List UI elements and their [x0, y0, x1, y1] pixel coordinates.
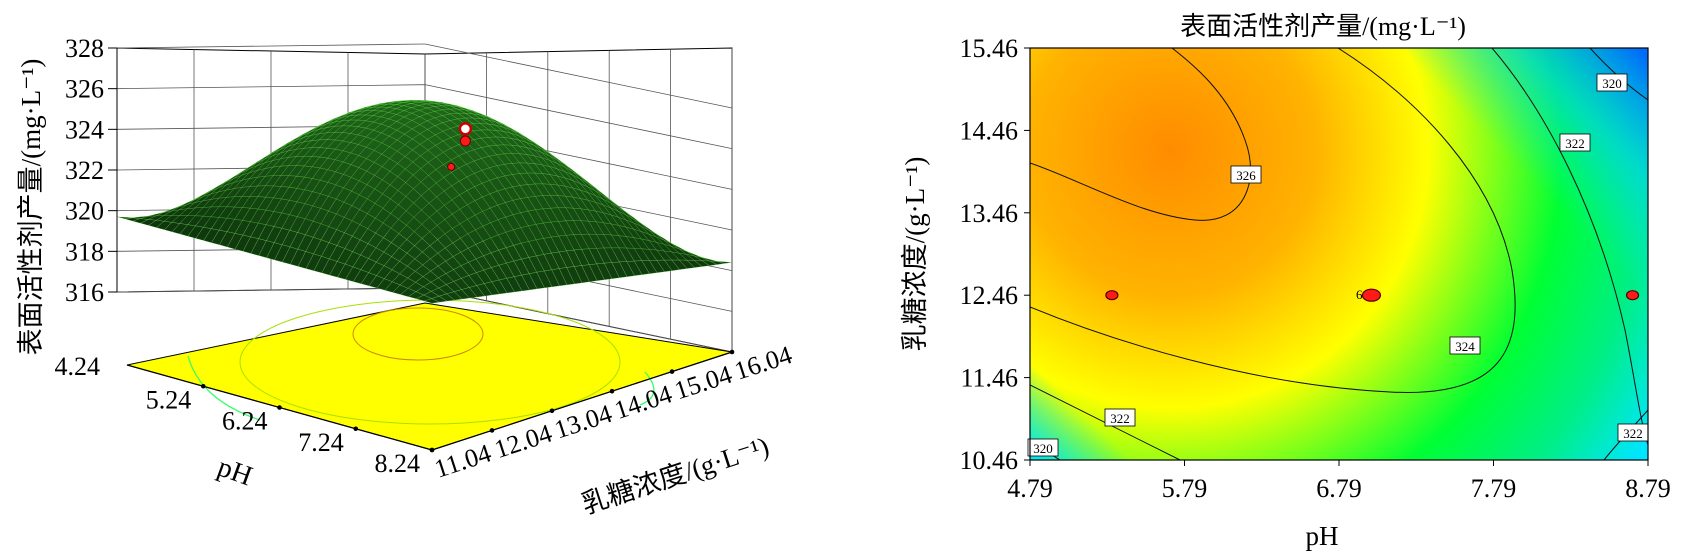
contour-y-tick-label: 15.46 — [960, 34, 1019, 63]
contour-y-tick-label: 13.46 — [960, 199, 1019, 228]
contour-point-label: 6 — [1356, 287, 1363, 302]
contour-x-tick-label: 8.79 — [1625, 474, 1671, 503]
lactose-tick-dot — [549, 408, 555, 414]
floor-contour-inner — [352, 307, 484, 361]
contour-label-box — [1027, 438, 1059, 457]
contour-x-tick-label: 7.79 — [1471, 474, 1517, 503]
surface-mesh — [116, 99, 733, 304]
z-tick-label: 320 — [65, 197, 104, 226]
lactose-axis-line — [431, 351, 733, 451]
ph-axis-ticks: 4.24 5.24 6.24 7.24 8.24 — [55, 352, 435, 478]
ph-tick-label: 8.24 — [375, 449, 421, 478]
contour-title: 表面活性剂产量/(mg·L⁻¹) — [1180, 12, 1466, 41]
contour-y-tick-label: 11.46 — [960, 364, 1018, 393]
wall-grid-right-z-5 — [424, 84, 733, 150]
z-tick-label: 326 — [65, 75, 104, 104]
contour-labels: 326 324 322 322 322 320 320 — [1027, 73, 1649, 457]
ph-tick-dot — [200, 383, 206, 389]
contour-design-point — [1361, 288, 1382, 302]
ph-tick-dot — [277, 405, 282, 410]
lactose-tick-label: 16.04 — [731, 340, 796, 386]
contour-line-326 — [1030, 48, 1252, 221]
wall-grid-right-z-6 — [424, 43, 733, 109]
contour-cyan-corner — [1030, 48, 1648, 460]
surface-design-points — [447, 122, 473, 171]
surface-design-point — [458, 122, 473, 136]
contour-label: 322 — [1565, 136, 1585, 151]
ph-tick-dot — [353, 426, 359, 432]
ph-tick-label: 6.24 — [222, 407, 268, 436]
contour-label: 322 — [1110, 411, 1130, 426]
contour-label-box — [1559, 133, 1591, 152]
contour-x-tick-label: 5.79 — [1162, 474, 1208, 503]
z-tick-label: 316 — [65, 278, 104, 307]
z-axis-ticks: 316 318 320 322 324 326 328 — [65, 34, 117, 307]
wall-grid-right-z-0 — [424, 287, 733, 353]
contour-line-322-upper-right — [1491, 48, 1648, 446]
contour-label: 320 — [1602, 76, 1622, 91]
contour-label-box — [1596, 73, 1628, 92]
lactose-tick-dot — [429, 447, 435, 453]
contour-y-tick-label: 14.46 — [960, 116, 1019, 145]
surface-cell — [423, 298, 441, 304]
contour-points: 6 — [1105, 287, 1640, 302]
z-tick-label: 322 — [65, 156, 104, 185]
contour-x-axis-label: pH — [1306, 521, 1339, 551]
z-tick-label: 324 — [65, 115, 104, 144]
contour-label: 324 — [1455, 339, 1475, 354]
lactose-tick-dot — [609, 388, 615, 394]
contour-y-tick-label: 12.46 — [960, 281, 1019, 310]
z-tick-label: 318 — [65, 237, 104, 266]
z-tick-label: 328 — [65, 34, 104, 63]
contour-label: 326 — [1236, 168, 1256, 183]
contour-label-box — [1104, 408, 1136, 427]
z-axis-label: 表面活性剂产量/(mg·L⁻¹) — [16, 59, 46, 356]
contour-label: 322 — [1623, 426, 1643, 441]
surface-design-point — [447, 162, 456, 171]
x-axis-label-3d: pH — [214, 452, 257, 493]
contour-y-tick-label: 10.46 — [960, 446, 1019, 475]
wall-grid-left-z-6 — [116, 43, 426, 49]
lactose-tick-dot — [489, 428, 495, 433]
contour-x-tick-label: 6.79 — [1316, 474, 1362, 503]
lactose-tick-dot — [669, 369, 675, 374]
surface-design-point — [459, 135, 471, 147]
contour-design-point — [1625, 290, 1640, 301]
contour-label-box — [1230, 165, 1262, 184]
lactose-tick-dot — [729, 349, 735, 355]
contour-design-point — [1105, 290, 1119, 301]
contour-line-324 — [1030, 48, 1516, 393]
contour-chart: 表面活性剂产量/(mg·L⁻¹) 326 324 322 322 322 320 320 6… — [900, 12, 1671, 551]
ph-tick-label: 5.24 — [146, 385, 192, 414]
contour-y-axis-label: 乳糖浓度/(g·L⁻¹) — [900, 157, 930, 352]
contour-y-ticks: 10.46 11.46 12.46 13.46 14.46 15.46 — [960, 34, 1030, 475]
y-axis-label-3d: 乳糖浓度/(g·L⁻¹) — [578, 431, 773, 520]
contour-label: 320 — [1033, 441, 1053, 456]
ph-axis-start-label: 4.24 — [55, 352, 101, 381]
contour-x-tick-label: 4.79 — [1007, 474, 1053, 503]
ph-tick-label: 7.24 — [298, 428, 344, 457]
floor-contour-outer — [187, 355, 261, 421]
floor-contour-outer2 — [639, 371, 655, 406]
surface-chart: 316 318 320 322 324 326 328 4.24 5.24 6.24 7.24 8.… — [16, 34, 795, 520]
contour-x-ticks: 4.79 5.79 6.79 7.79 8.79 — [1007, 460, 1671, 503]
contour-label-box — [1449, 336, 1481, 355]
